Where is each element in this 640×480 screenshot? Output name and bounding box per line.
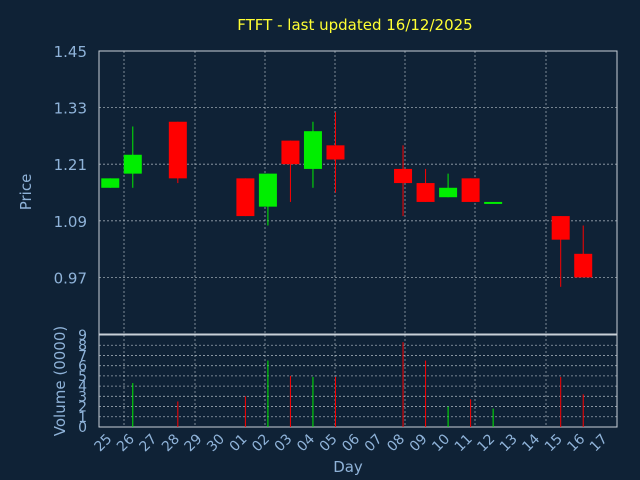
chart-title: FTFT - last updated 16/12/2025 xyxy=(237,16,472,34)
x-tick-label: 13 xyxy=(497,431,521,455)
x-tick-label: 14 xyxy=(519,431,543,455)
candle-body xyxy=(236,178,255,217)
candle-body xyxy=(394,168,413,184)
x-axis-label: Day xyxy=(333,458,363,476)
candle-body xyxy=(168,121,187,179)
x-tick-label: 27 xyxy=(137,431,161,455)
volume-tick-label: 5 xyxy=(78,369,87,385)
x-tick-label: 02 xyxy=(249,431,273,455)
candles xyxy=(101,112,593,287)
candle-body xyxy=(123,154,142,174)
price-tick-labels: 1.45 1.33 1.21 1.09 0.97 xyxy=(54,43,87,287)
x-tick-label: 09 xyxy=(407,431,431,455)
candle-body xyxy=(439,187,458,198)
grid-lines xyxy=(99,51,617,427)
x-tick-label: 04 xyxy=(294,431,318,455)
candle-body xyxy=(574,253,593,278)
volume-tick-label: 2 xyxy=(78,400,87,416)
x-tick-label: 30 xyxy=(204,431,228,455)
candle-body xyxy=(258,173,277,207)
candle-body xyxy=(551,216,570,240)
price-tick-label: 0.97 xyxy=(54,269,87,287)
candle-body xyxy=(303,131,322,169)
volume-axis-label: Volume (0000) xyxy=(51,326,69,436)
x-tick-label: 01 xyxy=(227,431,251,455)
x-tick-label: 28 xyxy=(159,431,183,455)
volume-tick-label: 8 xyxy=(78,338,87,354)
x-tick-label: 17 xyxy=(587,431,611,455)
x-tick-label: 05 xyxy=(317,431,341,455)
candle-body xyxy=(281,140,300,165)
price-tick-label: 1.33 xyxy=(54,100,87,118)
price-tick-label: 1.21 xyxy=(54,156,87,174)
x-tick-label: 25 xyxy=(91,431,115,455)
x-tick-label: 12 xyxy=(474,431,498,455)
x-tick-label: 11 xyxy=(452,431,476,455)
price-panel xyxy=(98,50,618,335)
volume-panel xyxy=(98,334,618,428)
price-tick-label: 1.45 xyxy=(54,43,87,61)
volume-tick-label: 4 xyxy=(78,379,87,395)
candle-body xyxy=(326,145,345,160)
x-tick-label: 10 xyxy=(429,431,453,455)
x-tick-label: 15 xyxy=(542,431,566,455)
volume-tick-label: 3 xyxy=(78,389,87,405)
x-tick-label: 08 xyxy=(384,431,408,455)
candle-body xyxy=(461,178,480,202)
x-tick-label: 26 xyxy=(114,431,138,455)
x-tick-labels: 2526272829300102030405060708091011121314… xyxy=(91,431,610,455)
volume-tick-label: 6 xyxy=(78,359,87,375)
volume-tick-label: 0 xyxy=(78,420,87,436)
x-tick-label: 16 xyxy=(564,431,588,455)
x-tick-label: 06 xyxy=(339,431,363,455)
x-tick-label: 29 xyxy=(182,431,206,455)
candle-body xyxy=(101,178,120,188)
price-axis-label: Price xyxy=(17,174,35,211)
x-tick-label: 07 xyxy=(362,431,386,455)
volume-bars xyxy=(132,342,584,427)
volume-tick-label: 1 xyxy=(78,410,87,426)
volume-tick-label: 7 xyxy=(78,348,87,364)
candle-body xyxy=(484,201,503,204)
volume-tick-label: 9 xyxy=(78,328,87,344)
candle-body xyxy=(416,183,435,202)
x-tick-label: 03 xyxy=(272,431,296,455)
price-tick-label: 1.09 xyxy=(54,213,87,231)
